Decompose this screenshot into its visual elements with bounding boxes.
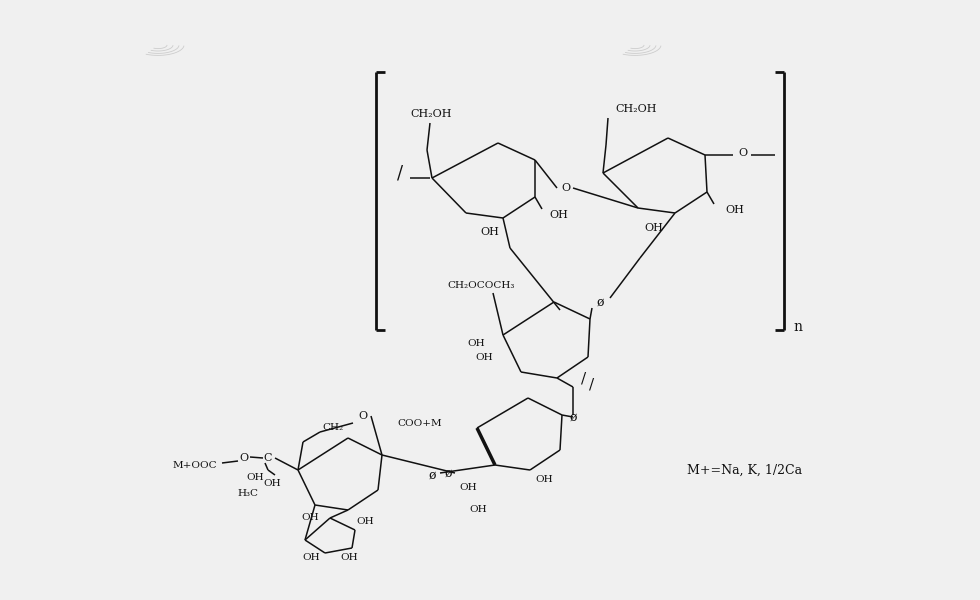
Text: CH₂OH: CH₂OH xyxy=(411,109,452,119)
Text: /: / xyxy=(589,378,595,392)
Text: OH: OH xyxy=(356,517,373,527)
Text: n: n xyxy=(793,320,802,334)
Text: O: O xyxy=(359,411,368,421)
Text: C: C xyxy=(264,453,272,463)
Text: /: / xyxy=(581,371,587,385)
Text: OH: OH xyxy=(301,512,318,521)
Text: CH₂OH: CH₂OH xyxy=(615,104,657,114)
Text: ø: ø xyxy=(596,295,604,308)
Text: /: / xyxy=(397,164,403,182)
Text: H₃C: H₃C xyxy=(237,490,259,499)
Text: M+OOC: M+OOC xyxy=(172,461,218,469)
Text: M+=Na, K, 1/2Ca: M+=Na, K, 1/2Ca xyxy=(687,463,803,476)
Text: COO+M: COO+M xyxy=(397,419,442,427)
Text: OH: OH xyxy=(246,473,264,482)
Text: ø: ø xyxy=(428,469,436,481)
Text: OH: OH xyxy=(549,210,567,220)
Text: O: O xyxy=(739,148,748,158)
Text: O: O xyxy=(239,453,249,463)
Text: OH: OH xyxy=(469,505,487,514)
Text: OH: OH xyxy=(480,227,500,237)
Text: OH: OH xyxy=(535,475,553,485)
Text: OH: OH xyxy=(645,223,663,233)
Text: CH₂: CH₂ xyxy=(322,424,344,433)
Text: ø: ø xyxy=(569,410,577,424)
Text: OH: OH xyxy=(467,338,485,347)
Text: OH: OH xyxy=(303,553,320,563)
Text: CH₂OCOCH₃: CH₂OCOCH₃ xyxy=(447,280,514,289)
Text: O: O xyxy=(562,183,570,193)
Text: OH: OH xyxy=(475,352,493,361)
Text: ø: ø xyxy=(444,467,452,479)
Text: OH: OH xyxy=(264,479,281,488)
Text: OH: OH xyxy=(340,553,358,563)
Text: OH: OH xyxy=(460,484,477,493)
Text: OH: OH xyxy=(725,205,744,215)
